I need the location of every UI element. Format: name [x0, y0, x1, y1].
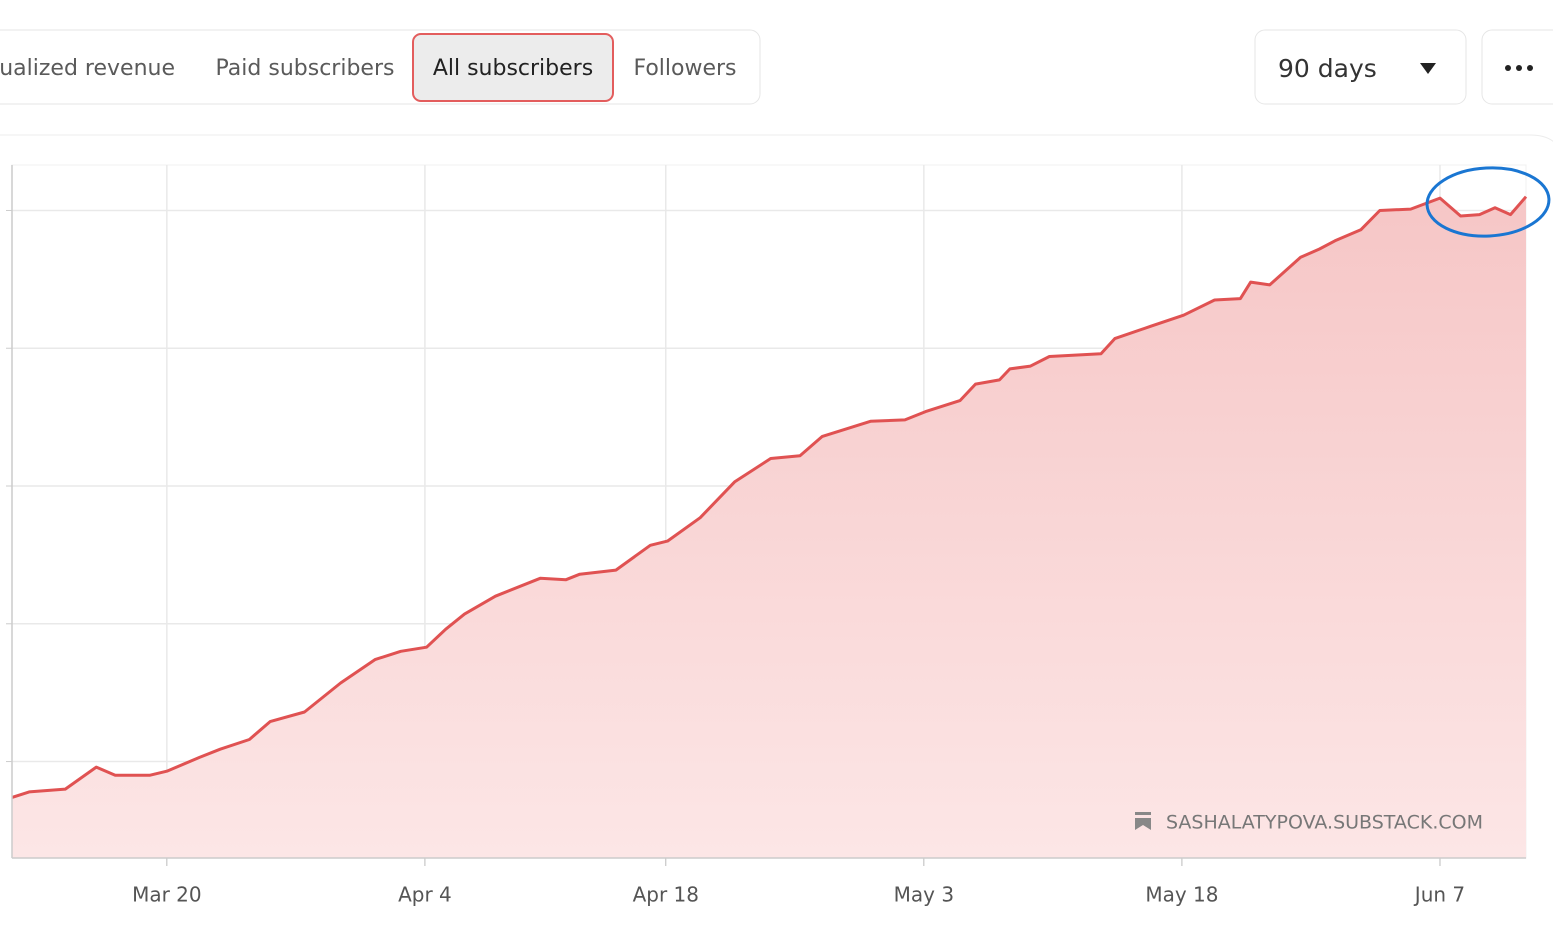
tab[interactable]: Followers: [633, 56, 736, 81]
plot: Mar 20 Apr 4 Apr 18 May 3 May 18 Jun 7: [6, 164, 1528, 907]
x-tick-label: Apr 18: [633, 883, 699, 907]
range-dropdown[interactable]: [1254, 29, 1467, 105]
tab[interactable]: Paid subscribers: [216, 56, 395, 81]
x-tick-label: Jun 7: [1413, 883, 1465, 907]
x-tick-label: Mar 20: [132, 883, 202, 907]
tab[interactable]: ualized revenue: [0, 56, 175, 81]
x-tick-label: May 18: [1145, 883, 1218, 907]
watermark: SASHALATYPOVA.SUBSTACK.COM: [1166, 812, 1483, 834]
hand-drawn-circle: [1425, 166, 1551, 238]
line: [11, 195, 1528, 799]
x-tick-label: Apr 4: [398, 883, 452, 907]
x-tick-label: May 3: [894, 883, 954, 907]
dropdown-arrow: [1420, 63, 1436, 74]
area-fill: [12, 196, 1526, 858]
active-tab-box[interactable]: [412, 33, 614, 102]
more-icon: [1505, 65, 1533, 71]
watermark-icon: [1135, 812, 1151, 830]
card-border: [0, 134, 1553, 142]
tab-active[interactable]: All subscribers: [433, 56, 593, 81]
range-value: 90 days: [1278, 54, 1377, 83]
